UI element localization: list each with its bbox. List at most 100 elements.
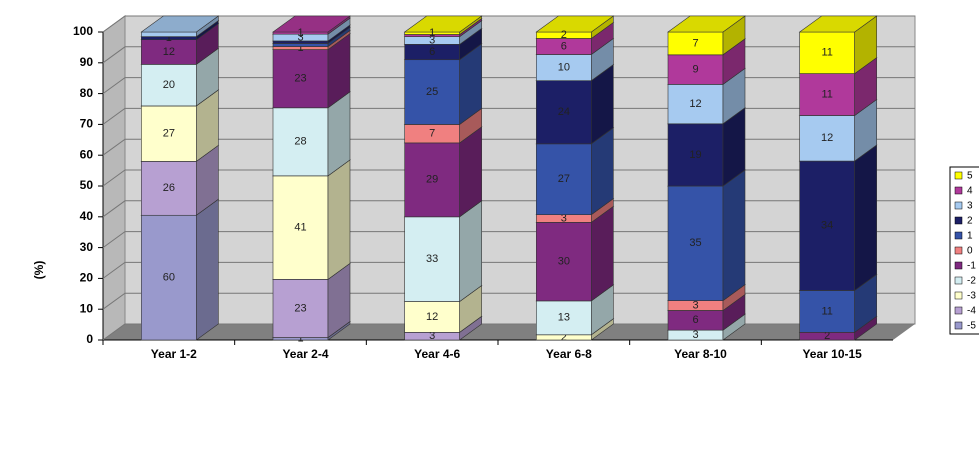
segment-label: 30 [558,256,570,268]
segment-label: 12 [689,98,701,110]
segment-label: 60 [163,272,175,284]
segment-front [799,160,855,291]
segment-label: 35 [689,237,701,249]
segment-label: 1 [166,32,172,44]
grid-line [102,169,915,187]
segment-label: 41 [294,221,306,233]
segment-label: 27 [558,173,570,185]
grid-line [102,200,915,218]
grid-line [102,323,915,341]
bar-segment [403,200,483,303]
bar-segment [272,159,351,280]
legend-swatch [954,231,963,240]
segment-label: 10 [558,61,570,73]
bar-segment [798,15,878,75]
x-tick-label: Year 4-6 [414,347,460,361]
segment-side [459,200,482,303]
legend-swatch [954,246,963,255]
legend-label: -1 [967,261,976,272]
segment-front [141,31,197,37]
y-tick-label: 20 [80,271,94,285]
segment-label: 6 [429,46,435,58]
segment-label: 2 [561,331,567,343]
legend-swatch [954,321,963,330]
segment-front [404,142,460,218]
segment-label: 34 [821,220,833,232]
segment-label: 29 [426,174,438,186]
y-axis-label: (%) [32,261,46,280]
segment-front [667,84,724,125]
segment-top [535,15,615,33]
legend-label: 1 [967,231,973,242]
segment-front [536,143,592,215]
segment-label: 3 [692,329,698,341]
segment-side [196,198,219,341]
grid-line [102,46,915,64]
segment-label: 28 [294,136,306,148]
segment-label: 26 [163,182,175,194]
y-tick-label: 40 [80,209,94,223]
segment-label: 9 [692,63,698,75]
segment-top [403,15,483,33]
y-tick-label: 70 [80,117,94,131]
y-tick-label: 60 [80,147,94,161]
legend-label: -5 [967,321,976,332]
segment-front [404,59,460,125]
grid-line [102,77,915,95]
segment-label: 3 [692,299,698,311]
x-tick-label: Year 1-2 [151,347,197,361]
segment-label: 12 [426,311,438,323]
segment-top [140,15,220,33]
segment-top [667,15,746,33]
bar-segment [272,15,351,35]
segment-label: 12 [821,132,833,144]
segment-label: 1 [429,27,435,39]
segment-front [272,107,329,177]
legend-label: 3 [967,201,973,212]
segment-front [799,290,855,333]
segment-top [272,15,351,33]
x-tick-label: Year 6-8 [546,347,592,361]
segment-front [272,279,329,338]
segment-label: 11 [821,305,832,317]
floor [103,324,915,340]
segment-label: 2 [824,330,830,342]
legend-swatch [954,216,963,225]
bar-segment [140,198,220,341]
grid-line [102,107,915,125]
segment-front [536,54,592,81]
legend-label: -3 [967,291,976,302]
x-tick-label: Year 2-4 [282,347,328,361]
segment-front [141,214,197,341]
segment-label: 33 [426,253,438,265]
segment-front [404,216,460,302]
segment-top [798,15,878,33]
segment-label: 13 [558,312,570,324]
grid-line [102,138,915,156]
segment-label: 6 [561,40,567,52]
segment-label: 19 [689,149,701,161]
legend-label: 0 [967,246,973,257]
segment-label: 3 [561,212,567,224]
bar-segment [535,15,615,40]
legend-label: 4 [967,186,973,197]
segment-side [327,159,351,280]
legend-label: -4 [967,306,976,317]
bar-segment [140,15,220,38]
bar-segment [403,15,483,36]
segment-front [799,115,855,162]
legend-swatch [954,186,963,195]
segment-front [536,80,592,145]
y-tick-label: 80 [80,86,94,100]
legend-swatch [954,306,963,315]
segment-front [272,49,329,109]
legend-swatch [954,276,963,285]
grid-line [102,15,915,33]
y-tick-label: 90 [80,55,94,69]
segment-front [141,161,197,216]
legend-label: -2 [967,276,976,287]
segment-label: 20 [163,79,175,91]
legend-label: 5 [967,171,973,182]
segment-label: 1 [297,333,303,345]
